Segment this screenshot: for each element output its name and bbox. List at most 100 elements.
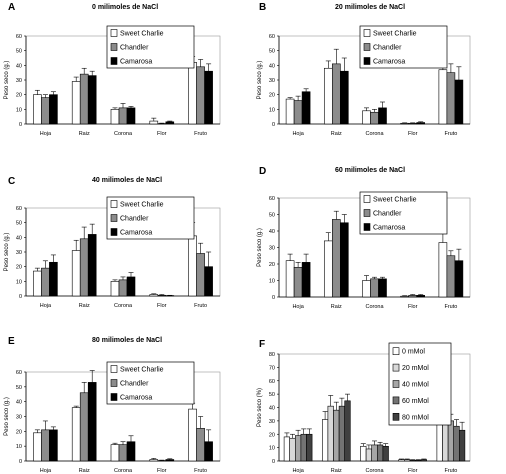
legend-label: Sweet Charlie bbox=[120, 202, 164, 209]
legend-swatch bbox=[392, 347, 400, 356]
panel-letter: D bbox=[259, 166, 266, 177]
bar-hoja-5 bbox=[306, 433, 313, 462]
bar-raiz-2 bbox=[79, 73, 89, 125]
x-tick-label: Raiz bbox=[331, 468, 342, 474]
legend-label: 20 mMol bbox=[402, 365, 429, 372]
bar-hoja-2 bbox=[293, 100, 303, 125]
bar-raiz-3 bbox=[87, 75, 97, 125]
legend-swatch bbox=[392, 380, 400, 388]
x-tick-label: Fruto bbox=[194, 468, 207, 474]
x-tick-label: Flor bbox=[157, 131, 167, 137]
panel-a: A 0 milimoles de NaCl 0 10 20 30 40 50 60 Peso se… bbox=[4, 2, 221, 137]
x-tick-label: Flor bbox=[408, 304, 418, 310]
bar-corona-1 bbox=[110, 109, 120, 125]
x-tick-label: Flor bbox=[157, 303, 167, 309]
x-tick-label: Raiz bbox=[331, 131, 342, 137]
legend-label: Sweet Charlie bbox=[120, 31, 164, 38]
y-tick-label: 50 bbox=[269, 49, 275, 55]
bar-raiz-3 bbox=[339, 222, 349, 298]
bar-corona-1 bbox=[110, 281, 120, 297]
panel-letter: F bbox=[259, 339, 265, 350]
bar-raiz-1 bbox=[323, 240, 333, 298]
y-tick-label: 40 bbox=[16, 400, 22, 406]
y-tick-label: 20 bbox=[16, 265, 22, 271]
bar-flor-1 bbox=[400, 122, 410, 125]
bar-fruto-3 bbox=[204, 266, 213, 297]
bar-raiz-3 bbox=[87, 234, 97, 297]
y-tick-label: 50 bbox=[269, 213, 275, 219]
panel-letter: E bbox=[8, 336, 15, 347]
x-tick-label: Raiz bbox=[79, 303, 90, 309]
bar-flor-1 bbox=[398, 459, 405, 462]
bar-fruto-3 bbox=[454, 260, 464, 298]
y-axis-label: Peso seco (g.) bbox=[257, 228, 263, 267]
bar-hoja-1 bbox=[33, 432, 42, 462]
bar-hoja-2 bbox=[293, 266, 303, 298]
y-tick-label: 0 bbox=[272, 122, 275, 128]
bar-fruto-3 bbox=[204, 70, 213, 125]
legend-swatch bbox=[363, 195, 371, 203]
bar-raiz-3 bbox=[333, 409, 340, 462]
bar-raiz-2 bbox=[327, 405, 334, 462]
bar-fruto-1 bbox=[438, 242, 448, 298]
y-tick-label: 40 bbox=[16, 235, 22, 241]
bar-hoja-4 bbox=[300, 433, 307, 462]
legend-swatch bbox=[110, 393, 118, 401]
bar-hoja-1 bbox=[285, 260, 295, 298]
legend-label: 40 mMol bbox=[402, 382, 429, 389]
bar-hoja-2 bbox=[41, 429, 50, 462]
y-tick-label: 50 bbox=[16, 221, 22, 227]
legend: Sweet Charlie Chandler Camarosa bbox=[106, 196, 195, 240]
y-tick-label: 10 bbox=[16, 279, 22, 285]
x-tick-label: Corona bbox=[114, 303, 133, 309]
bar-fruto-2 bbox=[446, 72, 456, 125]
legend-swatch bbox=[110, 200, 118, 208]
legend-label: Camarosa bbox=[373, 225, 405, 232]
bar-flor-3 bbox=[165, 459, 175, 462]
x-tick-label: Corona bbox=[365, 304, 384, 310]
x-tick-label: Flor bbox=[408, 131, 418, 137]
legend-box bbox=[359, 191, 448, 235]
y-tick-label: 30 bbox=[16, 78, 22, 84]
legend-box bbox=[388, 342, 452, 426]
bar-flor-1 bbox=[400, 295, 410, 298]
y-tick-label: 40 bbox=[16, 63, 22, 69]
legend-box bbox=[106, 196, 195, 240]
y-tick-label: 10 bbox=[16, 107, 22, 113]
y-tick-label: 20 bbox=[16, 93, 22, 99]
bar-fruto-5 bbox=[458, 429, 466, 462]
legend-label: Camarosa bbox=[120, 59, 152, 66]
y-tick-label: 30 bbox=[16, 415, 22, 421]
bar-hoja-3 bbox=[301, 91, 311, 125]
y-tick-label: 50 bbox=[16, 385, 22, 391]
legend-swatch bbox=[110, 57, 118, 65]
bar-raiz-2 bbox=[79, 392, 89, 462]
bar-raiz-5 bbox=[344, 400, 351, 462]
bar-raiz-4 bbox=[338, 405, 346, 462]
bar-corona-2 bbox=[370, 278, 379, 298]
bar-fruto-3 bbox=[204, 441, 213, 462]
panel-f: F 0 10 20 30 40 50 60 70 80 Peso seco (%) Hoja Raiz C… bbox=[257, 339, 471, 474]
x-tick-label: Hoja bbox=[40, 303, 52, 309]
legend-swatch bbox=[110, 228, 118, 236]
panel-title: 0 milimoles de NaCl bbox=[92, 4, 158, 11]
x-tick-label: Hoja bbox=[292, 304, 304, 310]
panel-title: 60 milimoles de NaCl bbox=[335, 167, 405, 174]
bar-raiz-1 bbox=[71, 407, 81, 462]
bar-flor-3 bbox=[416, 122, 426, 125]
y-tick-label: 0 bbox=[272, 295, 275, 301]
legend: Sweet Charlie Chandler Camarosa bbox=[106, 361, 195, 405]
bar-fruto-4 bbox=[453, 425, 460, 462]
bar-fruto-1 bbox=[188, 235, 197, 297]
legend-label: 0 mMol bbox=[402, 349, 425, 356]
bar-hoja-3 bbox=[49, 94, 58, 125]
y-axis-label: Peso seco (%) bbox=[257, 388, 263, 427]
legend-label: 80 mMol bbox=[402, 414, 429, 421]
legend-box bbox=[359, 25, 448, 69]
y-tick-label: 30 bbox=[16, 250, 22, 256]
legend-label: Camarosa bbox=[373, 59, 405, 66]
bar-fruto-3 bbox=[454, 79, 464, 125]
x-tick-label: Corona bbox=[365, 468, 384, 474]
legend-swatch bbox=[110, 29, 118, 37]
panel-letter: B bbox=[259, 2, 266, 13]
